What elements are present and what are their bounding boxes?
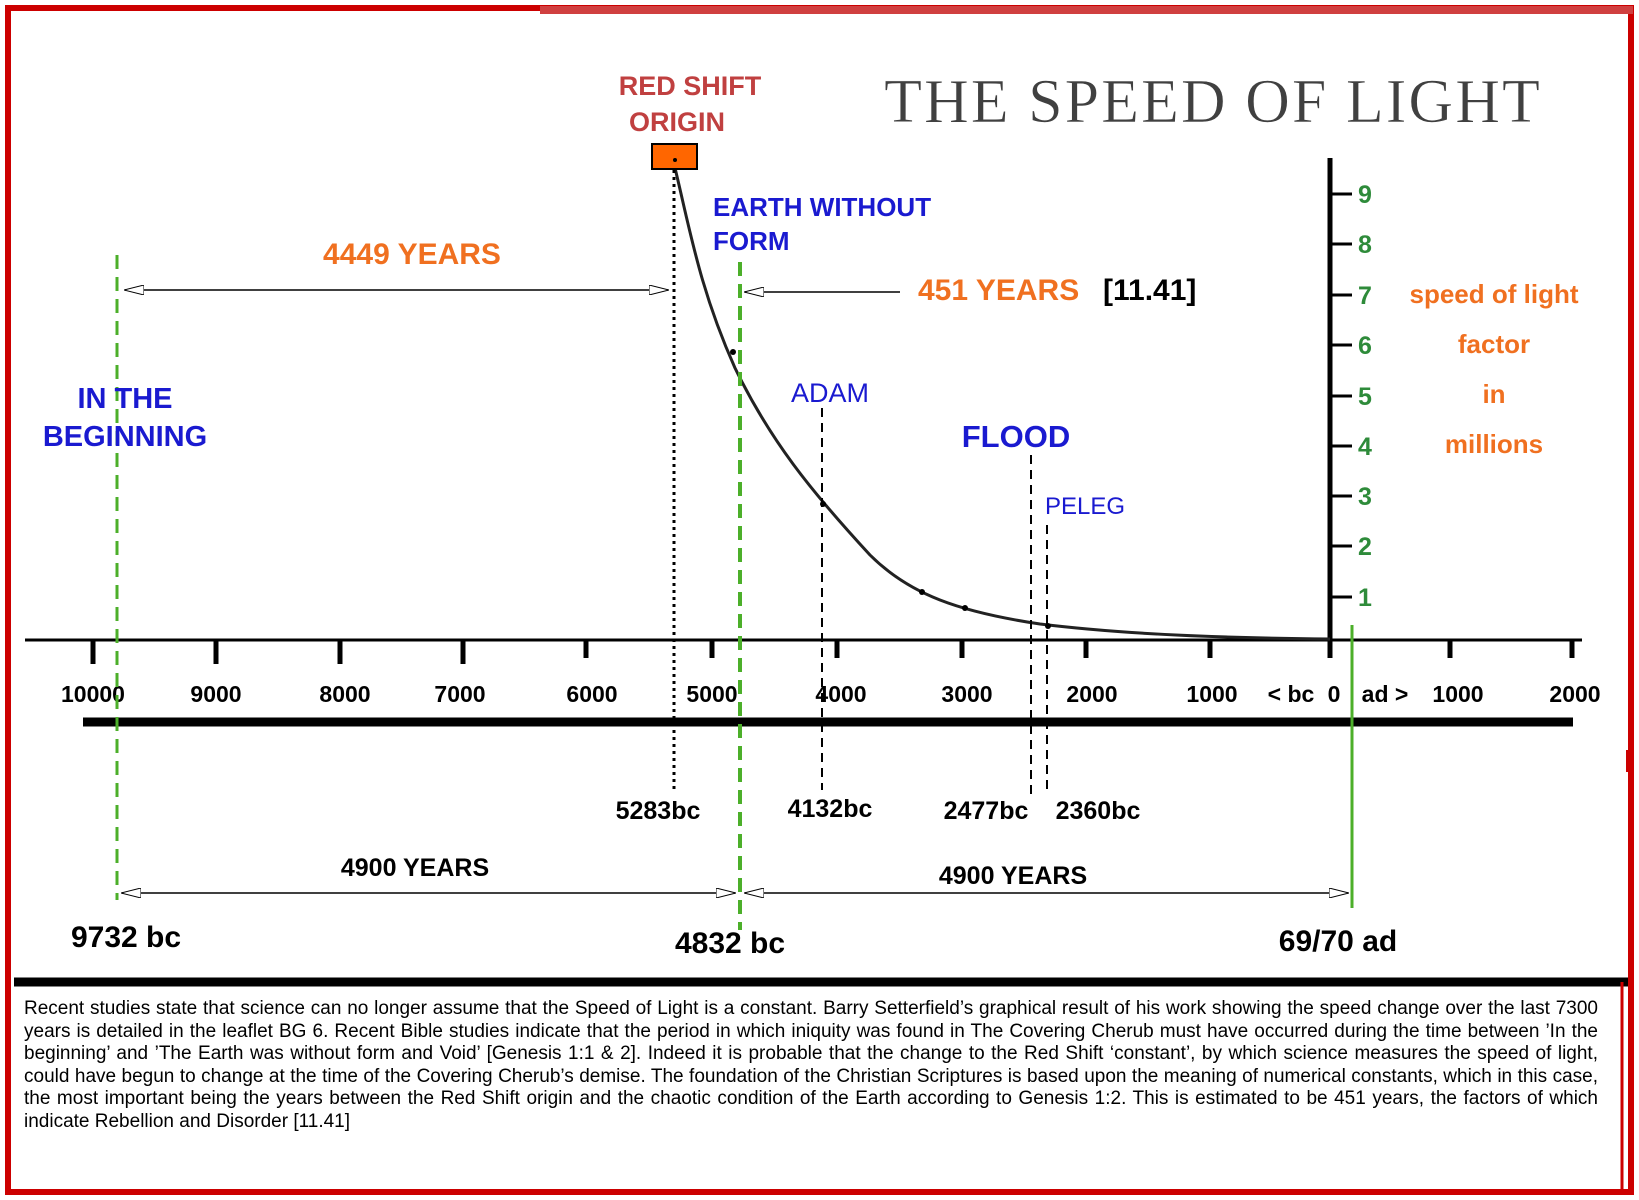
x-tick-label: ad > <box>1362 681 1409 707</box>
date-label-2360bc: 2360bc <box>1056 797 1141 825</box>
y-tick-label: 9 <box>1358 181 1372 209</box>
y-tick-label: 3 <box>1358 483 1372 511</box>
date-label-4832bc: 4832 bc <box>675 927 785 960</box>
earth-without-form-label: EARTH WITHOUT <box>713 192 931 222</box>
y-tick-label: 7 <box>1358 282 1372 310</box>
y-tick-label: 5 <box>1358 383 1372 411</box>
x-tick-label: 7000 <box>434 681 485 707</box>
span-ref-11-41: [11.41] <box>1103 274 1196 307</box>
y-axis-label-line: millions <box>1445 429 1543 459</box>
date-label-69-70ad: 69/70 ad <box>1279 925 1397 958</box>
span-label-451-years: 451 YEARS <box>918 274 1079 307</box>
x-tick-label: 10000 <box>61 681 125 707</box>
curve-point <box>962 605 968 611</box>
red-shift-origin-dot <box>673 158 677 162</box>
y-axis-label-line: in <box>1482 379 1505 409</box>
in-the-beginning-label: BEGINNING <box>43 421 207 453</box>
span-label-4900-years-right: 4900 YEARS <box>939 862 1087 890</box>
red-shift-origin-label: RED SHIFT <box>619 71 762 101</box>
red-shift-origin-marker <box>651 143 698 170</box>
outer-frame-top-accent <box>540 6 1633 14</box>
x-tick-label: 6000 <box>566 681 617 707</box>
y-tick-label: 4 <box>1358 433 1372 461</box>
span-label-4900-years-left: 4900 YEARS <box>341 854 489 882</box>
x-tick-label: 3000 <box>941 681 992 707</box>
y-tick-label: 1 <box>1358 584 1372 612</box>
curve-point <box>919 589 925 595</box>
chart-title: THE SPEED OF LIGHT <box>884 68 1542 136</box>
x-tick-label: 9000 <box>190 681 241 707</box>
x-tick-label: 2000 <box>1066 681 1117 707</box>
date-label-4132bc: 4132bc <box>788 795 873 823</box>
flood-label: FLOOD <box>962 419 1071 454</box>
x-tick-label: 0 <box>1328 681 1341 707</box>
curve-points <box>730 349 1051 629</box>
y-tick-marks <box>1330 192 1352 599</box>
y-tick-label: 2 <box>1358 533 1372 561</box>
peleg-label: PELEG <box>1045 493 1125 520</box>
speed-of-light-curve <box>673 167 1331 641</box>
curve-point <box>730 349 736 355</box>
y-tick-label: 8 <box>1358 231 1372 259</box>
y-tick-label: 6 <box>1358 332 1372 360</box>
caption-text: Recent studies state that science can no… <box>24 998 1598 1132</box>
span-label-4449-years: 4449 YEARS <box>323 238 501 271</box>
x-tick-label: 4000 <box>815 681 866 707</box>
x-tick-label: 1000 <box>1186 681 1237 707</box>
date-label-5283bc: 5283bc <box>616 797 701 825</box>
date-label-2477bc: 2477bc <box>944 797 1029 825</box>
curve-point <box>1045 623 1051 629</box>
red-shift-origin-label: ORIGIN <box>629 107 725 137</box>
earth-without-form-label: FORM <box>713 226 790 256</box>
in-the-beginning-label: IN THE <box>77 383 172 415</box>
x-tick-label: 1000 <box>1432 681 1483 707</box>
x-tick-label: 8000 <box>319 681 370 707</box>
x-tick-label: 2000 <box>1549 681 1600 707</box>
y-axis-label-line: factor <box>1458 329 1530 359</box>
y-axis-label-line: speed of light <box>1410 279 1579 309</box>
x-tick-label: < bc <box>1268 681 1315 707</box>
date-label-9732bc: 9732 bc <box>71 921 181 954</box>
x-tick-marks <box>90 640 1575 664</box>
adam-label: ADAM <box>791 378 869 408</box>
x-tick-label: 5000 <box>686 681 737 707</box>
frame-right-tick <box>1626 750 1632 772</box>
